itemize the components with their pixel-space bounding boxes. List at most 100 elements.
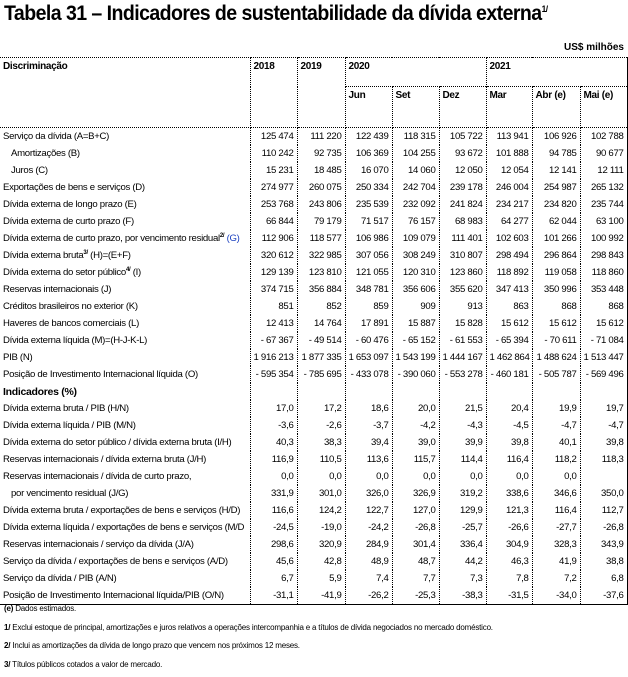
- row-label: Dívida externa bruta / exportações de be…: [0, 502, 250, 519]
- value-cell: 39,0: [392, 434, 439, 451]
- value-cell: 243 806: [297, 196, 345, 213]
- table-row: Reservas internacionais / dívida externa…: [0, 451, 627, 468]
- value-cell: 0,0: [532, 468, 580, 485]
- footnote-mark: (e): [4, 604, 13, 613]
- row-label: Juros (C): [0, 162, 250, 179]
- value-cell: - 433 078: [345, 366, 392, 383]
- value-cell: 118,2: [532, 451, 580, 468]
- value-cell: 284,9: [345, 536, 392, 553]
- value-cell: 239 178: [439, 179, 486, 196]
- value-cell: 14 764: [297, 315, 345, 332]
- value-cell: - 61 553: [439, 332, 486, 349]
- value-cell: 102 788: [580, 128, 627, 146]
- value-cell: 234 820: [532, 196, 580, 213]
- value-cell: 109 079: [392, 230, 439, 247]
- value-cell: [250, 383, 297, 400]
- value-cell: 310 807: [439, 247, 486, 264]
- value-cell: - 67 367: [250, 332, 297, 349]
- value-cell: 17 891: [345, 315, 392, 332]
- value-cell: 307 056: [345, 247, 392, 264]
- value-cell: [580, 383, 627, 400]
- value-cell: 92 735: [297, 145, 345, 162]
- table-row: Reservas internacionais / dívida de curt…: [0, 468, 627, 485]
- value-cell: 62 044: [532, 213, 580, 230]
- value-cell: 112 906: [250, 230, 297, 247]
- value-cell: 331,9: [250, 485, 297, 502]
- value-cell: - 785 695: [297, 366, 345, 383]
- value-cell: 19,7: [580, 400, 627, 417]
- value-cell: 0,0: [486, 468, 532, 485]
- value-cell: 111 401: [439, 230, 486, 247]
- value-cell: 116,9: [250, 451, 297, 468]
- value-cell: 12 054: [486, 162, 532, 179]
- row-label: Amortizações (B): [0, 145, 250, 162]
- value-cell: 15 612: [580, 315, 627, 332]
- footnote-text: Títulos públicos cotados a valor de merc…: [10, 660, 162, 669]
- value-cell: 1 488 624: [532, 349, 580, 366]
- value-cell: 12 111: [580, 162, 627, 179]
- value-cell: -26,8: [580, 519, 627, 536]
- value-cell: -26,8: [392, 519, 439, 536]
- footnote: 1/ Exclui estoque de principal, amortiza…: [4, 622, 493, 641]
- header-row-years: Discriminação 2018 2019 2020 2021: [0, 58, 627, 87]
- value-cell: 114,4: [439, 451, 486, 468]
- value-cell: 7,7: [392, 570, 439, 587]
- value-cell: 250 334: [345, 179, 392, 196]
- value-cell: 0,0: [392, 468, 439, 485]
- footnote: 3/ Títulos públicos cotados a valor de m…: [4, 659, 493, 677]
- value-cell: 116,6: [250, 502, 297, 519]
- value-cell: -31,5: [486, 587, 532, 605]
- value-cell: -25,3: [392, 587, 439, 605]
- value-cell: -37,6: [580, 587, 627, 605]
- unit-label: US$ milhões: [564, 42, 624, 53]
- value-cell: 326,0: [345, 485, 392, 502]
- value-cell: 16 070: [345, 162, 392, 179]
- value-cell: 298,6: [250, 536, 297, 553]
- table-row: Dívida externa líquida / exportações de …: [0, 519, 627, 536]
- value-cell: [297, 383, 345, 400]
- value-cell: 41,9: [532, 553, 580, 570]
- value-cell: 101 888: [486, 145, 532, 162]
- value-cell: 12 050: [439, 162, 486, 179]
- value-cell: 1 513 447: [580, 349, 627, 366]
- value-cell: 115,7: [392, 451, 439, 468]
- value-cell: -26,2: [345, 587, 392, 605]
- value-cell: 124,2: [297, 502, 345, 519]
- row-label: Reservas internacionais / dívida externa…: [0, 451, 250, 468]
- header-2019: 2019: [297, 58, 345, 128]
- value-cell: 298 843: [580, 247, 627, 264]
- row-label: Dívida externa bruta / PIB (H/N): [0, 400, 250, 417]
- value-cell: 122,7: [345, 502, 392, 519]
- value-cell: 45,6: [250, 553, 297, 570]
- value-cell: 1 877 335: [297, 349, 345, 366]
- value-cell: -3,7: [345, 417, 392, 434]
- value-cell: [532, 383, 580, 400]
- value-cell: 15 231: [250, 162, 297, 179]
- value-cell: 113,6: [345, 451, 392, 468]
- header-2021: 2021: [486, 58, 627, 87]
- row-label-text: Reservas internacionais (J): [3, 284, 111, 295]
- value-cell: 12 141: [532, 162, 580, 179]
- title-text: Tabela 31 – Indicadores de sustentabilid…: [4, 2, 542, 25]
- table-row: Dívida externa do setor público4/ (I)129…: [0, 264, 627, 281]
- row-label: Serviço da dívida (A=B+C): [0, 128, 250, 146]
- row-label: Reservas internacionais (J): [0, 281, 250, 298]
- value-cell: 254 987: [532, 179, 580, 196]
- value-cell: 101 266: [532, 230, 580, 247]
- value-cell: 7,2: [532, 570, 580, 587]
- value-cell: 304,9: [486, 536, 532, 553]
- value-cell: 93 672: [439, 145, 486, 162]
- value-cell: 19,9: [532, 400, 580, 417]
- value-cell: -34,0: [532, 587, 580, 605]
- table-row: Serviço da dívida / exportações de bens …: [0, 553, 627, 570]
- value-cell: 20,0: [392, 400, 439, 417]
- value-cell: - 460 181: [486, 366, 532, 383]
- footnote: (e) Dados estimados.: [4, 603, 493, 622]
- row-label-text: Reservas internacionais / serviço da dív…: [3, 539, 194, 550]
- value-cell: 374 715: [250, 281, 297, 298]
- value-cell: 14 060: [392, 162, 439, 179]
